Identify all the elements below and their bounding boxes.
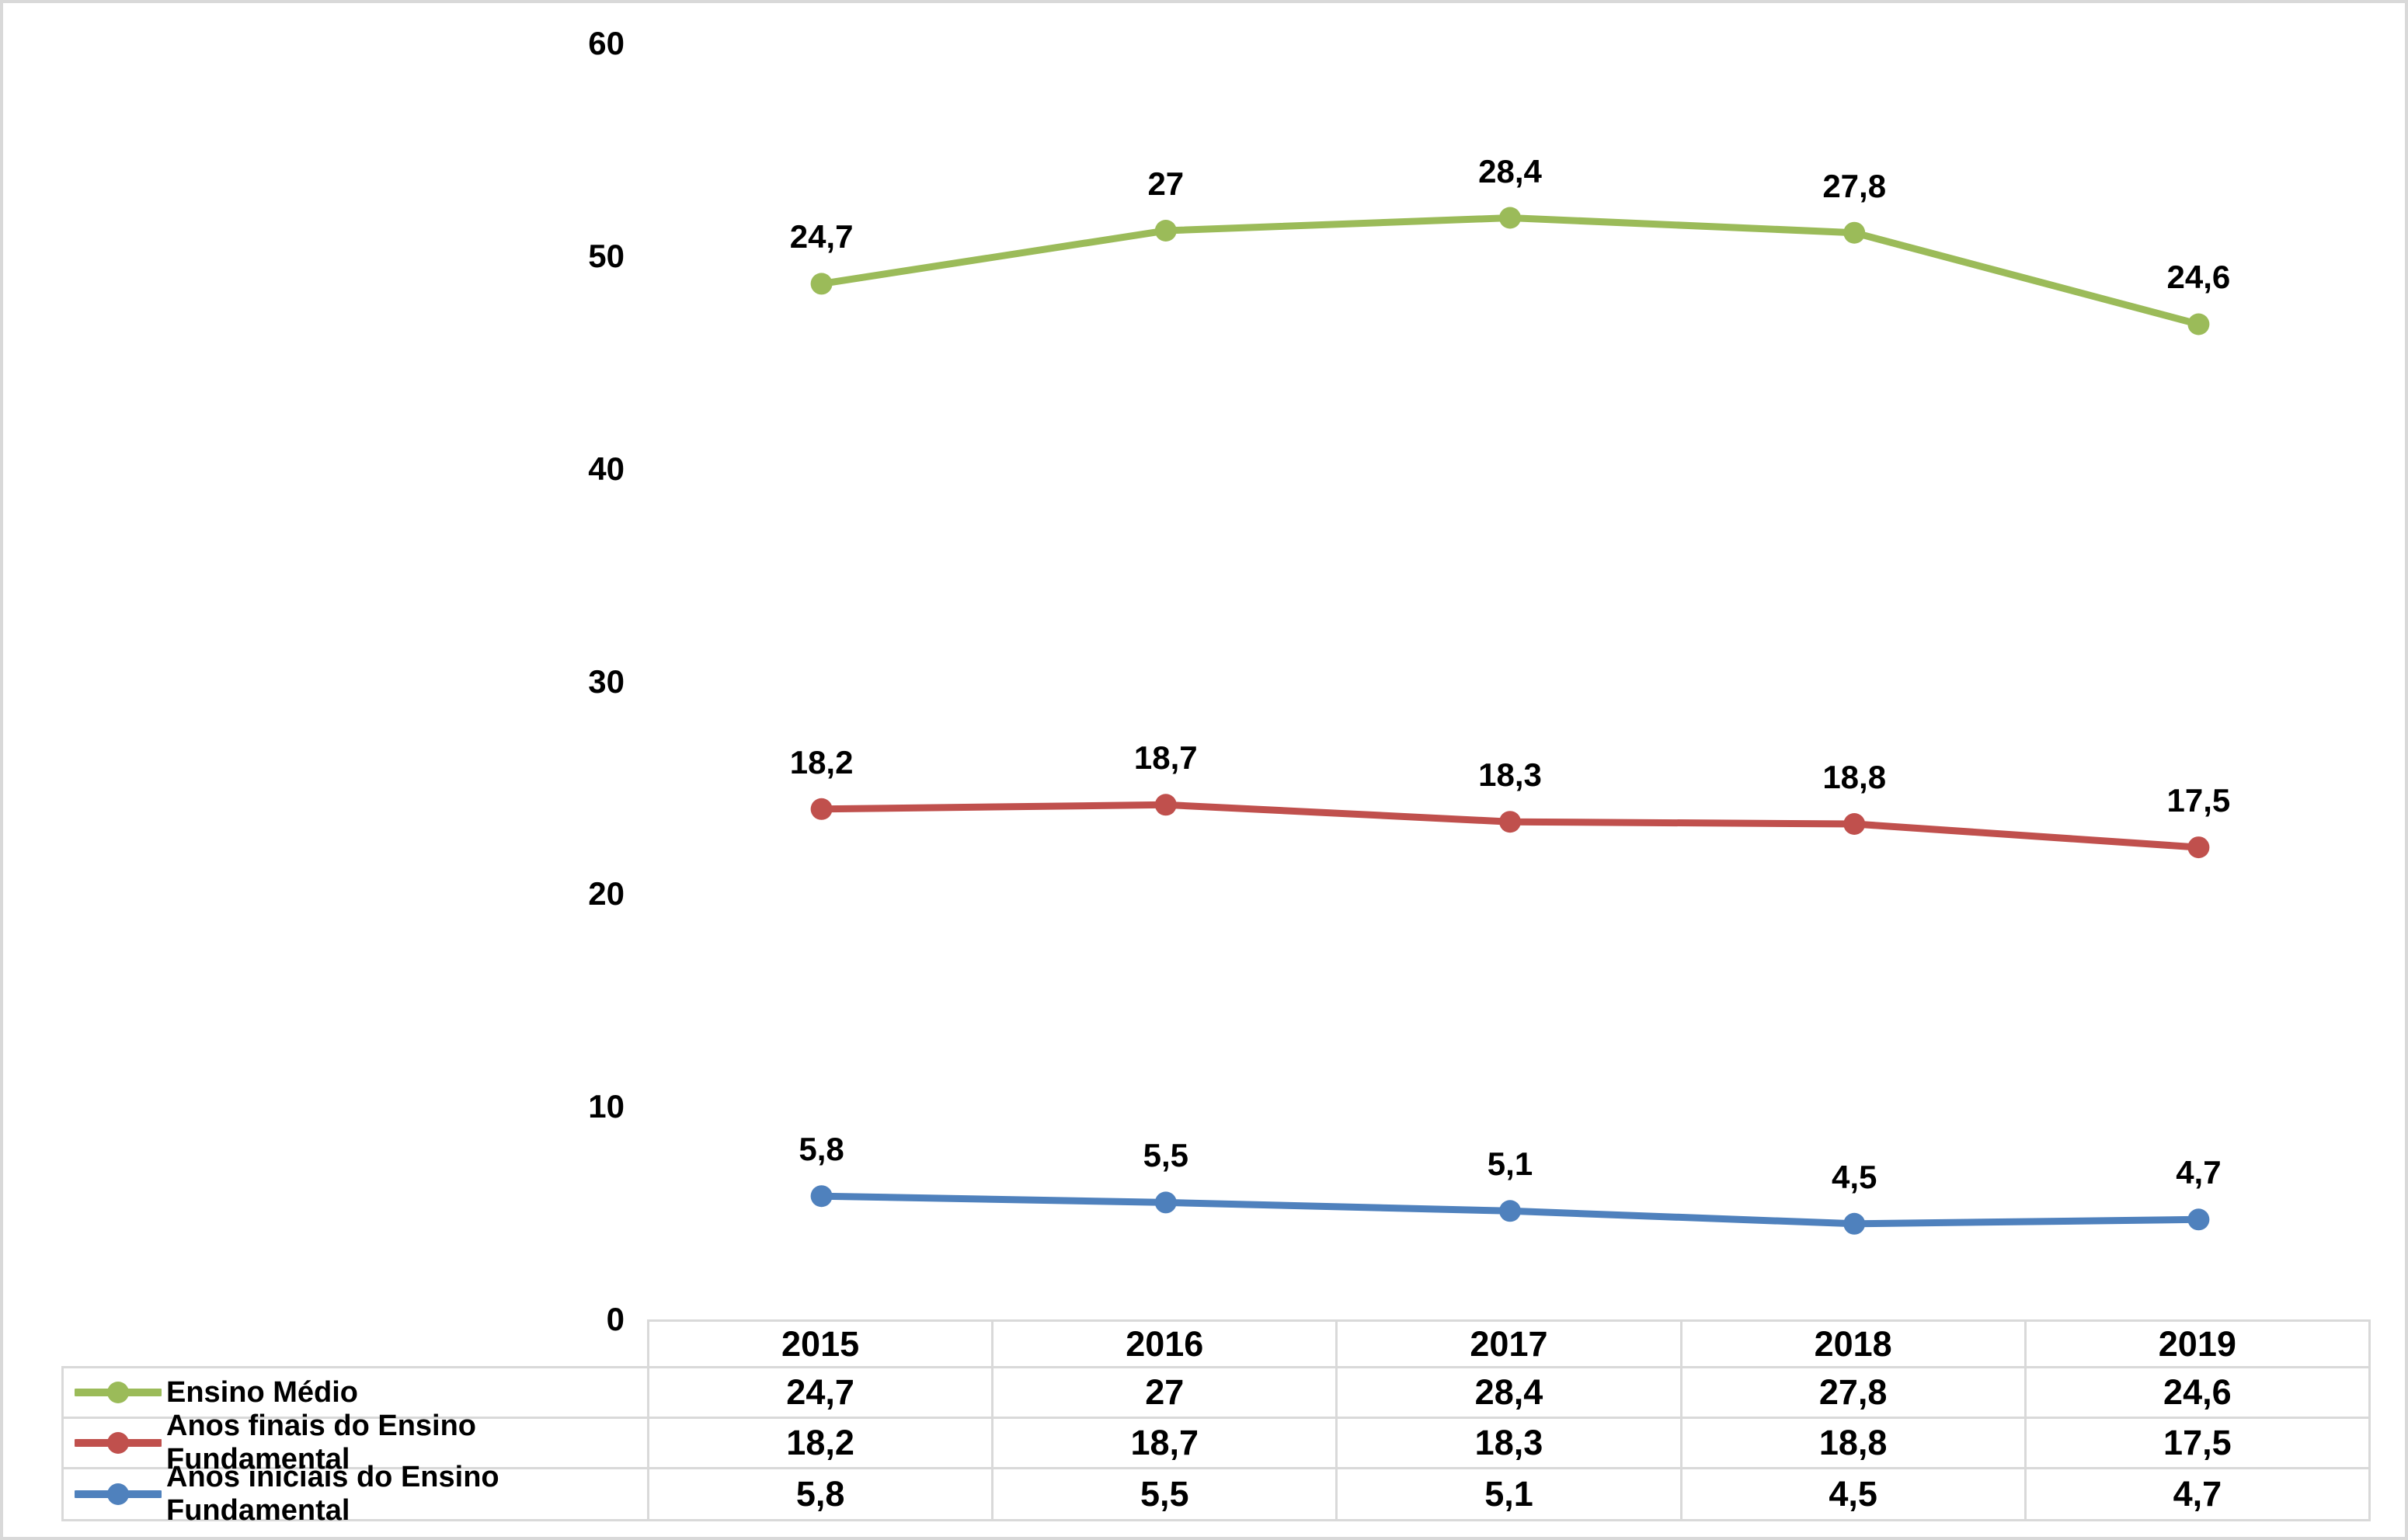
data-point-marker — [2187, 313, 2210, 335]
legend-item: Ensino Médio — [61, 1368, 649, 1419]
legend-item: Anos finais do Ensino Fundamental — [61, 1410, 649, 1476]
y-axis-tick-label: 60 — [588, 25, 625, 61]
y-axis-tick-label: 0 — [606, 1301, 625, 1337]
data-point-marker — [2187, 836, 2210, 859]
table-value-cell: 4,7 — [2026, 1469, 2371, 1521]
legend-label: Ensino Médio — [166, 1375, 358, 1409]
data-point-marker — [810, 798, 833, 820]
data-point-label: 5,8 — [799, 1131, 844, 1168]
table-value-cell: 24,7 — [649, 1368, 994, 1419]
table-value-cell: 5,1 — [1338, 1469, 1682, 1521]
data-point-marker — [1843, 221, 1866, 244]
data-point-marker — [1499, 207, 1521, 229]
table-header-cell: 2019 — [2026, 1319, 2371, 1368]
table-value-cell: 27,8 — [1682, 1368, 2027, 1419]
data-point-label: 24,7 — [789, 218, 854, 256]
data-point-label: 18,8 — [1822, 758, 1887, 795]
data-point-label: 4,5 — [1831, 1158, 1877, 1195]
plot-area — [810, 207, 2210, 1235]
legend-marker-icon — [75, 1483, 162, 1505]
data-point-label: 17,5 — [2166, 782, 2231, 819]
table-value-cell: 5,8 — [649, 1469, 994, 1521]
table-value-cell: 18,8 — [1682, 1419, 2027, 1469]
table-value-cell: 18,3 — [1338, 1419, 1682, 1469]
data-point-label: 24,6 — [2166, 259, 2231, 296]
y-axis-tick-label: 20 — [588, 875, 625, 913]
data-point-label: 4,7 — [2176, 1154, 2222, 1191]
table-header-cell: 2018 — [1682, 1319, 2027, 1368]
data-point-label: 27 — [1147, 165, 1185, 202]
data-point-marker — [1843, 1212, 1866, 1235]
table-value-cell: 18,2 — [649, 1419, 994, 1469]
data-point-marker — [1154, 1191, 1177, 1214]
data-point-marker — [1499, 811, 1521, 833]
table-value-cell: 24,6 — [2026, 1368, 2371, 1419]
table-corner-cell — [61, 1319, 649, 1368]
table-header-cell: 2015 — [649, 1319, 994, 1368]
table-value-cell: 18,7 — [993, 1419, 1338, 1469]
data-point-label: 5,5 — [1143, 1137, 1188, 1174]
data-point-marker — [810, 1185, 833, 1208]
y-axis-tick-label: 40 — [588, 450, 625, 487]
y-axis-tick-label: 50 — [588, 237, 625, 274]
series-line-1 — [818, 214, 2202, 328]
data-point-label: 5,1 — [1487, 1145, 1533, 1183]
legend-item: Anos iniciais do Ensino Fundamental — [61, 1461, 649, 1527]
data-table: 2015 2016 2017 2018 2019 Ensino Médio 24,7 27 28… — [61, 1319, 2371, 1527]
legend-label: Anos iniciais do Ensino Fundamental — [166, 1461, 499, 1527]
data-point-marker — [1154, 794, 1177, 816]
table-header-cell: 2017 — [1338, 1319, 1682, 1368]
table-value-cell: 17,5 — [2026, 1419, 2371, 1469]
table-value-cell: 4,5 — [1682, 1469, 2027, 1521]
data-point-marker — [810, 273, 833, 295]
data-point-label: 18,3 — [1478, 756, 1542, 794]
y-axis-tick-label: 30 — [588, 662, 625, 700]
data-point-marker — [1499, 1200, 1521, 1222]
legend-marker-icon — [75, 1382, 162, 1403]
table-value-cell: 28,4 — [1338, 1368, 1682, 1419]
data-point-label: 27,8 — [1822, 167, 1887, 204]
data-point-marker — [1843, 813, 1866, 835]
table-header-cell: 2016 — [993, 1319, 1338, 1368]
data-point-label: 18,7 — [1133, 739, 1198, 777]
legend-marker-icon — [75, 1432, 162, 1454]
y-axis-tick-label: 10 — [588, 1088, 625, 1125]
data-point-label: 18,2 — [789, 743, 854, 780]
data-point-marker — [2187, 1208, 2210, 1231]
data-point-label: 28,4 — [1478, 152, 1542, 189]
table-value-cell: 27 — [993, 1368, 1338, 1419]
data-point-marker — [1154, 220, 1177, 242]
table-value-cell: 5,5 — [993, 1469, 1338, 1521]
